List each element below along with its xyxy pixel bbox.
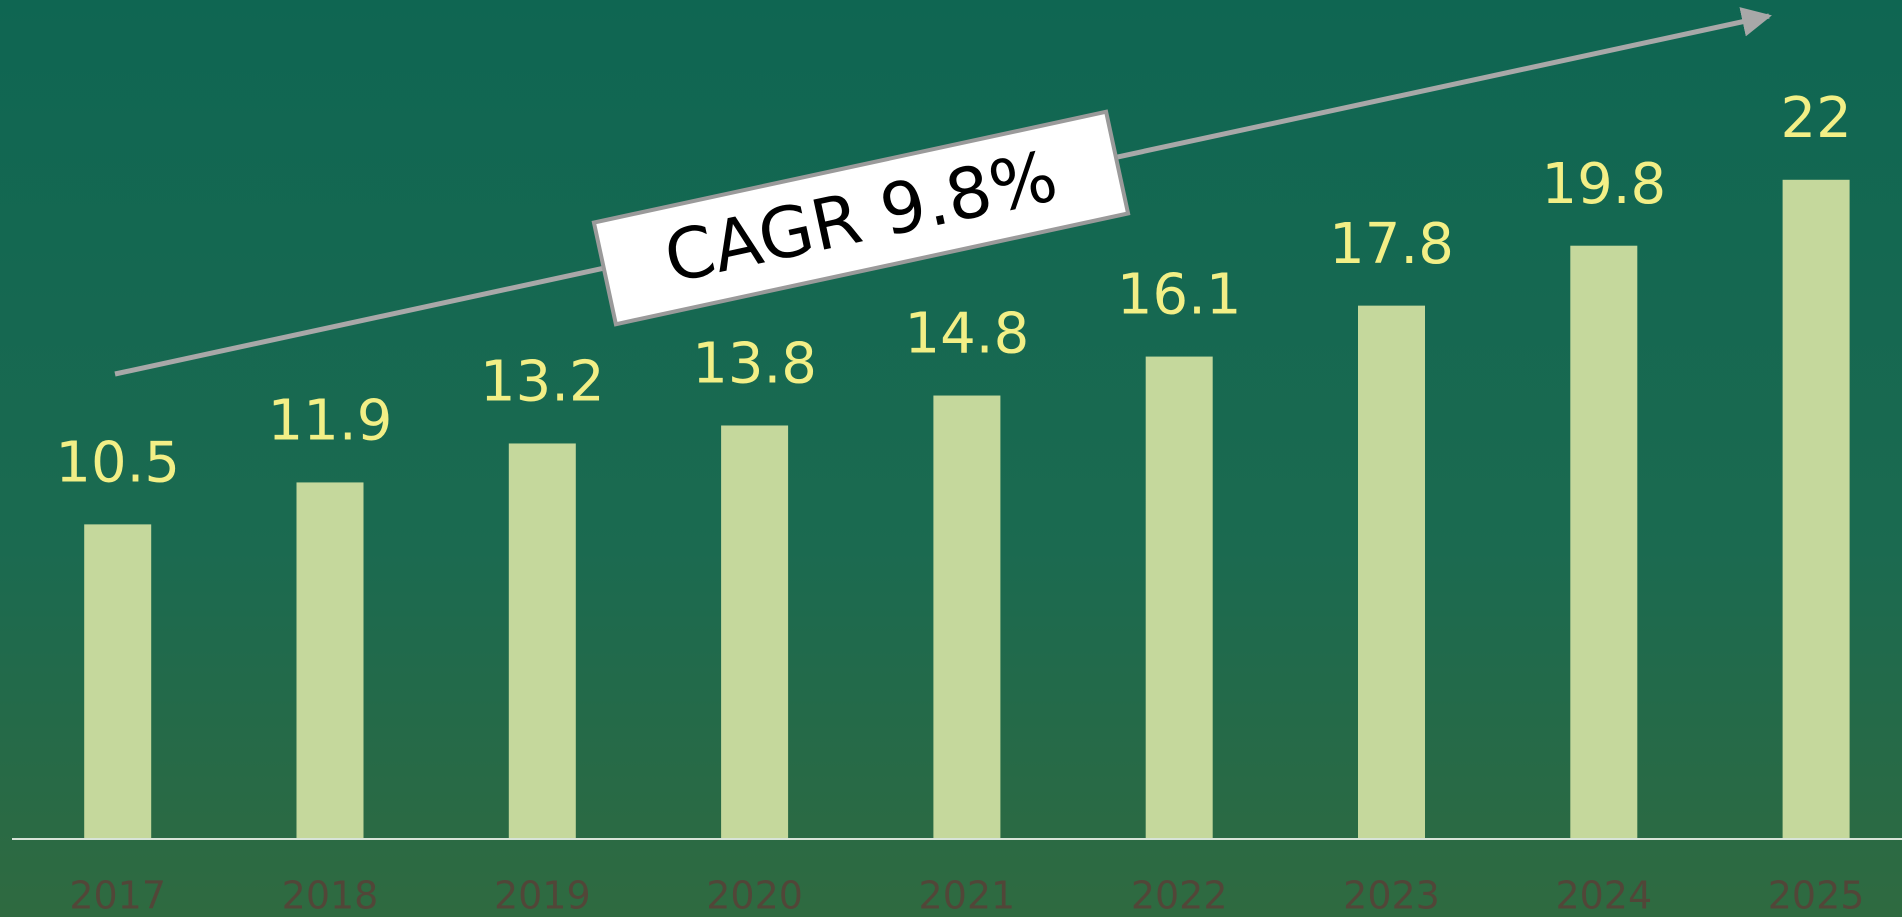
value-label: 17.8 [1329, 212, 1454, 277]
value-label: 16.1 [1117, 263, 1242, 328]
x-tick-label: 2022 [1131, 874, 1228, 917]
bar [297, 482, 364, 839]
x-tick-label: 2025 [1768, 874, 1865, 917]
x-tick-label: 2019 [494, 874, 591, 917]
bar [1358, 306, 1425, 839]
chart: 2017 10.5 2018 11.9 2019 13.2 2020 13.8 2021 14.8… [0, 0, 1902, 917]
bar [1570, 246, 1637, 839]
bar [84, 524, 151, 839]
x-tick-label: 2020 [706, 874, 803, 917]
x-tick-label: 2017 [69, 874, 166, 917]
x-tick-label: 2018 [282, 874, 379, 917]
bar [721, 425, 788, 839]
bar [1783, 180, 1850, 839]
value-label: 13.8 [692, 332, 817, 397]
bar [509, 443, 576, 839]
value-label: 14.8 [905, 302, 1030, 367]
x-tick-label: 2024 [1555, 874, 1652, 917]
value-label: 10.5 [55, 431, 180, 496]
value-label: 11.9 [268, 389, 393, 454]
bar [1146, 357, 1213, 839]
x-tick-label: 2023 [1343, 874, 1440, 917]
value-label: 22 [1780, 86, 1851, 151]
value-label: 13.2 [480, 350, 605, 415]
value-label: 19.8 [1541, 152, 1666, 217]
bar [933, 396, 1000, 839]
x-tick-label: 2021 [919, 874, 1016, 917]
